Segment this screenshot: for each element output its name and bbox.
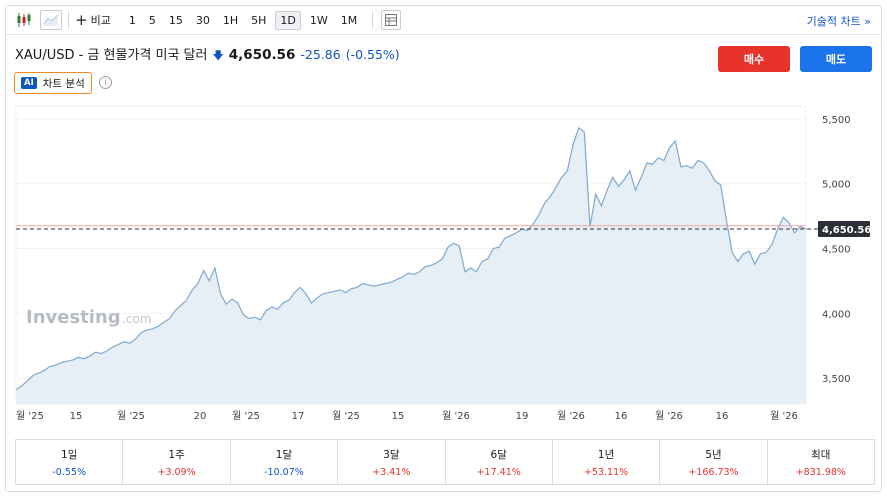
investing-watermark: Investing — [26, 307, 121, 328]
interval-5[interactable]: 5 — [148, 13, 156, 27]
symbol-header: XAU/USD - 금 현물가격 미국 달러 🡇 4,650.56 -25.86… — [15, 44, 400, 66]
ai-chart-analysis-button[interactable]: AI 차트 분석 — [14, 72, 92, 94]
x-tick-label: 16 — [615, 411, 628, 422]
x-tick-label: 19 — [516, 411, 529, 422]
toolbar-divider — [68, 11, 69, 29]
performance-cell[interactable]: 1년 +53.11% — [553, 440, 661, 484]
x-tick-label: 20 — [194, 411, 207, 422]
sell-button[interactable]: 매도 — [800, 46, 872, 72]
interval-1[interactable]: 1 — [128, 13, 136, 27]
performance-change-value: +166.73% — [688, 466, 739, 478]
toolbar-divider — [372, 11, 374, 29]
x-tick-label: 15 — [70, 411, 83, 422]
x-tick-label: 월 '26 — [770, 410, 798, 422]
investing-watermark-suffix: .com — [122, 312, 151, 326]
y-tick-label: 5,000 — [822, 180, 851, 191]
interval-15[interactable]: 15 — [168, 13, 183, 27]
y-tick-label: 4,000 — [822, 309, 851, 320]
performance-period-label: 1주 — [168, 448, 185, 461]
price-area — [16, 128, 806, 404]
performance-cell[interactable]: 6달 +17.41% — [446, 440, 553, 484]
performance-cell[interactable]: 5년 +166.73% — [660, 440, 768, 484]
price-change-pct: (-0.55%) — [345, 47, 400, 62]
table-view-icon[interactable] — [381, 10, 402, 30]
performance-cell[interactable]: 1달 -10.07% — [231, 440, 339, 484]
performance-period-label: 6달 — [490, 448, 507, 461]
interval-1h[interactable]: 1H — [222, 13, 239, 27]
x-tick-label: 15 — [392, 411, 405, 422]
performance-cell[interactable]: 1주 +3.09% — [123, 440, 231, 484]
x-tick-label: 월 '26 — [442, 410, 470, 422]
y-tick-label: 5,500 — [822, 115, 851, 126]
compare-label: 비교 — [90, 14, 111, 27]
interval-5h[interactable]: 5H — [251, 13, 267, 27]
performance-period-label: 3달 — [383, 448, 400, 461]
price-line — [15, 127, 807, 391]
interval-1d[interactable]: 1D — [275, 10, 301, 30]
performance-change-value: +53.11% — [583, 466, 629, 478]
last-price-tag — [818, 221, 870, 238]
last-price: 4,650.56 — [228, 47, 296, 63]
performance-change-value: +831.98% — [795, 466, 846, 478]
plus-icon: + — [75, 10, 88, 29]
performance-period-label: 최대 — [811, 448, 831, 461]
performance-change-value: -0.55% — [52, 466, 86, 478]
last-price-tag-label: 4,650.56 — [822, 225, 871, 236]
x-tick-label: 16 — [716, 411, 729, 422]
interval-30[interactable]: 30 — [195, 13, 210, 27]
x-tick-label: 월 '26 — [557, 410, 585, 422]
performance-change-value: +3.41% — [372, 466, 411, 478]
ai-badge: AI — [21, 77, 37, 89]
performance-cell[interactable]: 최대 +831.98% — [768, 440, 874, 484]
y-tick-label: 3,500 — [822, 374, 851, 385]
performance-change-value: +3.09% — [157, 466, 196, 478]
x-tick-label: 월 '25 — [16, 410, 44, 422]
y-tick-label: 4,500 — [822, 245, 851, 256]
candlestick-icon[interactable] — [12, 10, 36, 30]
performance-period-label: 1년 — [597, 448, 615, 461]
price-down-arrow-icon: 🡇 — [212, 49, 224, 62]
chart-toolbar: + 비교 1 5 15 30 1H 5H 1D 1W 1M 기술적 차트 » — [6, 6, 881, 35]
technical-chart-link[interactable]: 기술적 차트 » — [806, 15, 871, 28]
symbol-name: XAU/USD - 금 현물가격 미국 달러 — [15, 48, 208, 63]
x-tick-label: 월 '25 — [232, 410, 260, 422]
chart-widget: + 비교 1 5 15 30 1H 5H 1D 1W 1M 기술적 차트 » X… — [5, 5, 882, 492]
x-tick-label: 월 '25 — [117, 410, 145, 422]
info-icon[interactable]: i — [99, 76, 112, 89]
x-tick-label: 17 — [292, 411, 305, 422]
price-change: -25.86 — [300, 47, 341, 62]
x-tick-label: 월 '26 — [655, 410, 683, 422]
buy-button[interactable]: 매수 — [718, 46, 790, 72]
ai-chart-analysis-label: 차트 분석 — [42, 77, 85, 90]
interval-1m[interactable]: 1M — [340, 13, 358, 27]
performance-period-label: 1달 — [275, 448, 293, 461]
performance-period-label: 5년 — [705, 448, 722, 461]
performance-change-value: -10.07% — [264, 466, 304, 478]
compare-button[interactable]: + 비교 — [75, 12, 111, 28]
interval-1w[interactable]: 1W — [309, 13, 328, 27]
x-tick-label: 월 '25 — [332, 410, 360, 422]
area-chart-icon[interactable] — [40, 10, 62, 30]
performance-cell[interactable]: 1일 -0.55% — [16, 440, 124, 484]
performance-cell[interactable]: 3달 +3.41% — [338, 440, 446, 484]
performance-table: 1일 -0.55% 1주 +3.09% 1달 -10.07% 3달 +3.41% 6달 +17.4… — [15, 439, 875, 485]
performance-change-value: +17.41% — [476, 466, 521, 478]
performance-period-label: 1일 — [61, 448, 78, 461]
